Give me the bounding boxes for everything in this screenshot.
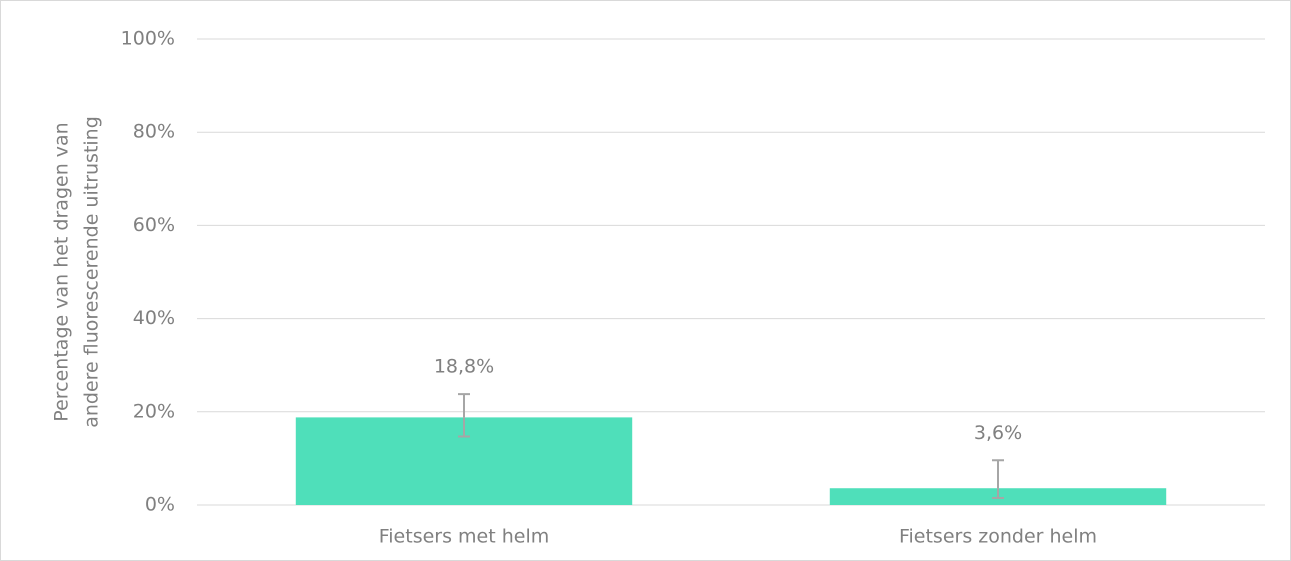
y-tick-label: 60% [133, 214, 175, 236]
y-axis-label: andere fluorescerende uitrusting [81, 116, 103, 428]
y-tick-label: 0% [145, 494, 175, 516]
y-tick-label: 100% [121, 28, 175, 50]
error-bar-upper [992, 459, 1004, 489]
data-label: 18,8% [434, 356, 494, 378]
y-tick-label: 40% [133, 307, 175, 329]
data-label: 3,6% [974, 422, 1022, 444]
x-tick-label: Fietsers zonder helm [899, 526, 1097, 548]
y-tick-label: 20% [133, 400, 175, 422]
error-bar-upper [458, 393, 470, 418]
error-bar-lower [992, 488, 1004, 500]
y-tick-label: 80% [133, 121, 175, 143]
x-tick-label: Fietsers met helm [379, 526, 550, 548]
y-axis-label: Percentage van het dragen van [51, 122, 73, 421]
error-bar-lower [458, 417, 470, 438]
